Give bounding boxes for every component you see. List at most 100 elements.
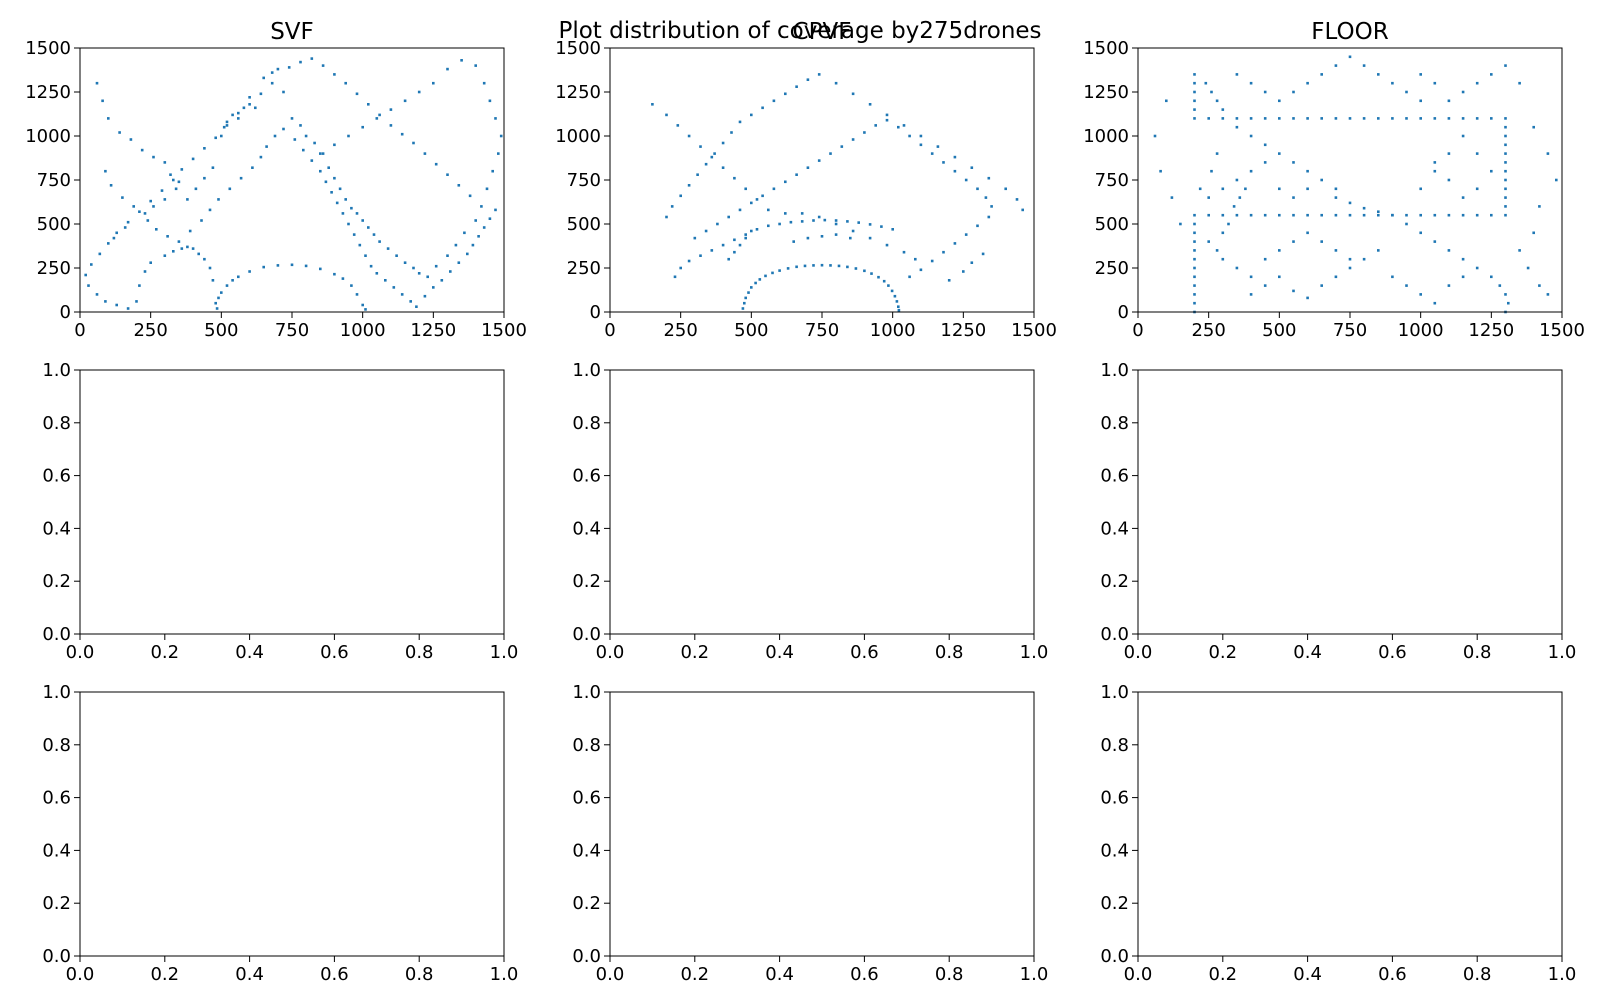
scatter-point — [341, 277, 345, 280]
scatter-point — [687, 259, 691, 263]
y-tick-label: 500 — [567, 214, 601, 235]
scatter-point — [417, 90, 421, 94]
scatter-point — [1249, 213, 1253, 217]
scatter-point — [355, 212, 359, 215]
scatter-point — [194, 187, 198, 191]
scatter-point — [463, 231, 466, 235]
scatter-point — [1207, 117, 1210, 120]
scatter-point — [696, 173, 699, 176]
scatter-point — [744, 187, 747, 191]
scatter-point — [679, 266, 682, 270]
scatter-point — [738, 120, 742, 124]
scatter-point — [304, 264, 308, 268]
y-tick-label: 0.0 — [1100, 624, 1129, 645]
scatter-point — [186, 198, 189, 201]
scatter-point — [104, 169, 107, 173]
scatter-point — [321, 152, 325, 155]
scatter-point — [863, 269, 866, 273]
scatter-point — [1210, 90, 1213, 94]
y-tick-label: 0.0 — [572, 946, 601, 967]
scatter-point — [1504, 143, 1507, 147]
axes-frame — [609, 691, 1035, 957]
scatter-point — [1159, 169, 1162, 173]
scatter-point — [727, 257, 730, 261]
scatter-point — [1538, 205, 1541, 208]
scatter-point — [699, 254, 702, 257]
scatter-point — [248, 103, 251, 106]
scatter-point — [299, 124, 302, 127]
scatter-point — [761, 106, 764, 110]
scatter-point — [1238, 196, 1242, 199]
scatter-point — [1504, 169, 1507, 173]
x-tick-label: 250 — [663, 320, 697, 341]
y-tick-label: 0.0 — [572, 624, 601, 645]
scatter-point — [1278, 275, 1281, 279]
scatter-point — [1263, 161, 1267, 164]
scatter-point — [817, 215, 821, 219]
scatter-point — [806, 236, 810, 240]
scatter-point — [1433, 301, 1437, 305]
scatter-point — [953, 242, 957, 245]
scatter-point — [885, 113, 889, 117]
scatter-point — [744, 233, 747, 236]
y-tick-label: 0.2 — [42, 571, 71, 592]
scatter-point — [367, 226, 370, 229]
scatter-point — [1278, 152, 1281, 155]
scatter-point — [177, 180, 181, 184]
x-tick-label: 0.4 — [1293, 642, 1322, 663]
scatter-point — [744, 236, 747, 240]
scatter-point — [868, 236, 872, 240]
scatter-point — [895, 300, 899, 303]
scatter-point — [149, 199, 152, 203]
scatter-point — [897, 308, 901, 312]
scatter-point — [304, 134, 308, 138]
scatter-point — [313, 141, 316, 145]
scatter-point — [1348, 266, 1352, 270]
scatter-point — [829, 152, 832, 155]
scatter-point — [482, 81, 486, 85]
scatter-point — [1227, 222, 1230, 226]
scatter-point — [1306, 169, 1309, 173]
scatter-point — [423, 294, 427, 298]
scatter-point — [270, 71, 274, 74]
subplot-8: 0.0 0.2 0.4 0.6 0.8 1.0 0.0 0.2 0.4 0.6 0.8 1.0 — [572, 682, 1048, 985]
scatter-point — [846, 265, 849, 269]
scatter-point — [412, 141, 415, 145]
scatter-point — [1306, 231, 1309, 235]
scatter-point — [1320, 240, 1323, 243]
scatter-point — [882, 279, 886, 283]
scatter-point — [262, 76, 265, 80]
scatter-point — [299, 60, 302, 64]
scatter-point — [276, 264, 280, 267]
scatter-point — [1179, 222, 1182, 226]
scatter-point — [188, 229, 192, 233]
y-tick-label: 0.4 — [42, 518, 71, 539]
scatter-point — [174, 187, 178, 191]
scatter-point — [166, 235, 169, 238]
scatter-point — [417, 272, 421, 275]
scatter-point — [457, 261, 461, 264]
scatter-point — [1447, 213, 1451, 217]
scatter-point — [270, 81, 274, 85]
scatter-point — [477, 235, 480, 238]
scatter-point — [386, 247, 390, 250]
scatter-point — [750, 201, 753, 205]
scatter-point — [1235, 178, 1239, 182]
y-tick-label: 0.0 — [42, 624, 71, 645]
scatter-point — [474, 219, 477, 222]
scatter-point — [741, 307, 745, 310]
scatter-point — [319, 169, 322, 173]
scatter-point — [1263, 213, 1267, 217]
scatter-point — [812, 264, 815, 267]
x-tick-label: 0 — [1132, 320, 1143, 341]
scatter-point — [1165, 99, 1168, 103]
x-tick-label: 0.0 — [66, 642, 95, 663]
scatter-point — [1263, 143, 1267, 147]
scatter-point — [1198, 187, 1202, 191]
y-tick-label: 0.4 — [1100, 840, 1129, 861]
axes-frame — [609, 369, 1035, 635]
scatter-point — [1292, 213, 1295, 217]
x-tick-label: 1250 — [1468, 320, 1514, 341]
y-tick-label: 750 — [1095, 170, 1129, 191]
scatter-point — [217, 198, 220, 201]
